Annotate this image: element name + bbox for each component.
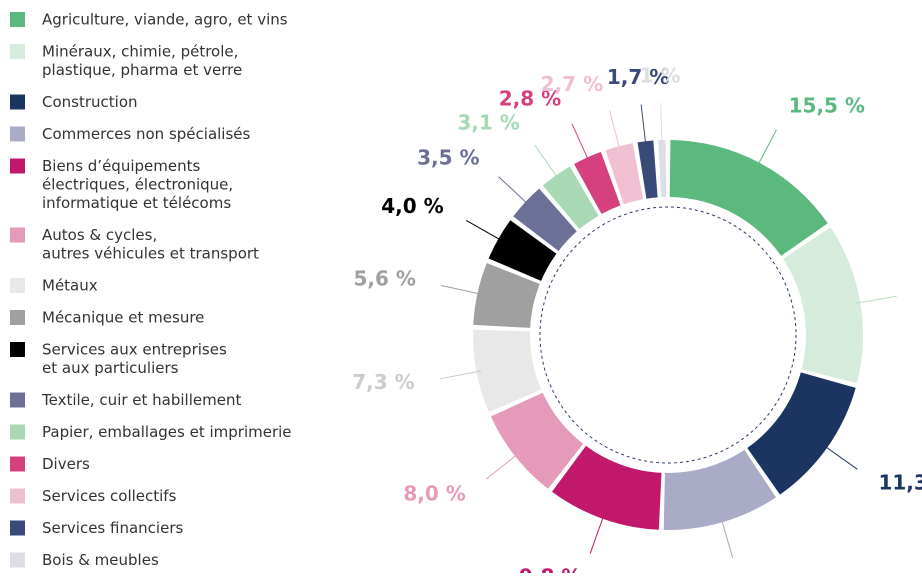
leader-line	[660, 103, 663, 146]
leader-line	[440, 370, 482, 380]
donut-segment	[488, 220, 557, 281]
legend-swatch	[10, 392, 25, 408]
legend-label: et aux particuliers	[42, 359, 179, 377]
legend-label: Services collectifs	[42, 487, 177, 505]
leader-line	[822, 444, 858, 470]
legend-swatch	[10, 488, 25, 504]
donut-segment	[783, 227, 863, 384]
value-label: 4,0 %	[381, 194, 443, 218]
legend-swatch	[10, 158, 25, 174]
legend-label: Biens d’équipements	[42, 157, 200, 175]
donut-segment	[473, 329, 542, 413]
donut-segment	[637, 140, 658, 199]
leader-line	[485, 452, 520, 480]
leader-line	[534, 144, 560, 180]
value-label: 11,3 %	[878, 471, 922, 495]
legend-swatch	[10, 520, 25, 536]
leader-line	[720, 517, 734, 558]
leader-line	[589, 513, 605, 554]
legend-label: Mécanique et mesure	[42, 309, 204, 327]
legend-label: Services financiers	[42, 519, 183, 537]
value-label: 8,0 %	[403, 482, 465, 506]
value-label: 1 %	[639, 64, 680, 88]
legend-label: Autos & cycles,	[42, 226, 157, 244]
legend-swatch	[10, 456, 25, 472]
value-label: 9,8 %	[519, 565, 581, 573]
donut-segment	[473, 262, 540, 328]
legend-label: Bois & meubles	[42, 551, 159, 569]
value-label: 3,5 %	[417, 145, 479, 169]
legend-label: informatique et télécoms	[42, 194, 231, 212]
value-label: 2,7 %	[541, 72, 603, 96]
inner-ring	[539, 206, 797, 464]
leader-line	[498, 176, 530, 206]
legend-label: Minéraux, chimie, pétrole,	[42, 43, 238, 61]
legend-label: Papier, emballages et imprimerie	[42, 423, 292, 441]
legend-label: Divers	[42, 455, 90, 473]
leader-line	[441, 285, 483, 295]
legend-label: Textile, cuir et habillement	[41, 391, 241, 409]
donut-segment	[747, 372, 856, 495]
value-label: 3,1 %	[457, 110, 519, 134]
legend-label: plastique, pharma et verre	[42, 61, 242, 79]
legend-label: Métaux	[42, 277, 98, 295]
legend-swatch	[10, 227, 25, 243]
legend-swatch	[10, 310, 25, 325]
legend-label: autres véhicules et transport	[42, 245, 259, 263]
legend-label: Services aux entreprises	[42, 341, 227, 359]
legend-swatch	[10, 424, 25, 440]
value-label: 10,1 %	[740, 569, 816, 573]
legend-swatch	[10, 278, 25, 293]
value-label: 15,5 %	[789, 93, 865, 117]
value-label: 2,8 %	[499, 87, 561, 111]
donut-segment	[490, 392, 584, 489]
value-label: 5,6 %	[354, 266, 416, 290]
value-label: 7,3 %	[352, 370, 414, 394]
donut-segment	[542, 166, 599, 230]
donut-segment	[513, 188, 577, 252]
leader-line	[571, 123, 590, 163]
donut-segment	[551, 445, 662, 530]
donut-segment	[663, 449, 776, 530]
legend-swatch	[10, 552, 25, 568]
legend-swatch	[10, 126, 25, 142]
donut-segment	[574, 151, 621, 215]
legend-swatch	[10, 12, 25, 27]
donut-segment	[605, 143, 644, 205]
legend-label: Agriculture, viande, agro, et vins	[42, 11, 288, 29]
legend-swatch	[10, 94, 25, 110]
leader-line	[640, 104, 647, 147]
leader-line	[855, 295, 897, 304]
donut-segment	[658, 140, 667, 198]
legend-label: Construction	[42, 93, 138, 111]
legend-label: Commerces non spécialisés	[42, 125, 251, 143]
leader-line	[756, 129, 777, 168]
donut-segment	[669, 140, 828, 256]
legend-swatch	[10, 342, 25, 357]
legend-label: électriques, électronique,	[42, 176, 233, 194]
leader-line	[465, 220, 504, 242]
value-label: 1,7 %	[607, 65, 669, 89]
legend-swatch	[10, 44, 25, 59]
leader-line	[609, 110, 621, 152]
